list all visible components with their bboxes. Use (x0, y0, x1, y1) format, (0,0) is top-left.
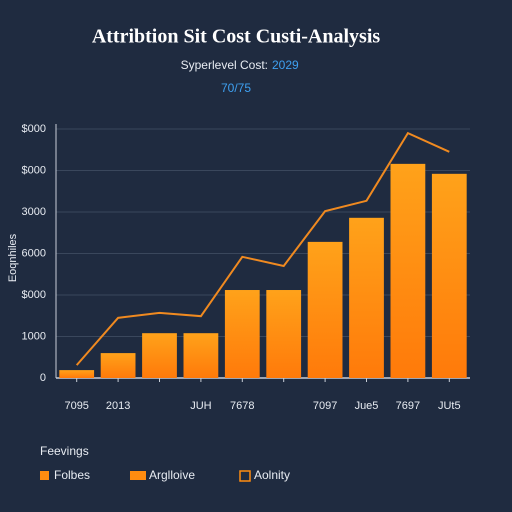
legend-title: Feevings (40, 444, 89, 458)
subtitle-highlight: 2029 (272, 58, 299, 72)
y-tick-label: $000 (22, 289, 46, 301)
bar (183, 333, 219, 378)
bar (307, 241, 343, 378)
bar (224, 290, 260, 378)
legend-swatch (40, 471, 49, 480)
y-tick-label: $000 (22, 123, 46, 135)
bar (142, 333, 177, 378)
bar (266, 290, 302, 378)
x-tick-label: 7678 (230, 400, 254, 412)
y-tick-label: 3000 (22, 206, 46, 218)
bar (390, 163, 426, 378)
y-tick-label: $000 (22, 164, 46, 176)
x-tick-label: 7097 (313, 400, 337, 412)
line (75, 131, 450, 366)
legend-swatch (130, 471, 146, 480)
x-tick-label: 7095 (64, 400, 88, 412)
subtitle: Syperlevel Cost: (181, 58, 268, 72)
x-tick-label: 2013 (106, 400, 130, 412)
legend-swatch (239, 470, 251, 482)
y-tick-label: 6000 (22, 247, 46, 259)
y-tick-label: 0 (40, 372, 46, 384)
bar (431, 173, 467, 378)
bar (349, 217, 384, 378)
x-tick-label: JUH (190, 400, 211, 412)
y-tick-label: 1000 (22, 330, 46, 342)
legend-label: Aolnity (254, 468, 290, 482)
legend-label: Folbes (54, 468, 90, 482)
x-tick-label: 7697 (396, 400, 420, 412)
bar (100, 353, 136, 378)
x-tick-label: JUt5 (438, 400, 461, 412)
note: 70/75 (221, 81, 251, 95)
chart-title: Attribtion Sit Cost Custi-Analysis (92, 26, 381, 48)
legend-label: Arglloive (149, 468, 195, 482)
x-tick-label: Jue5 (355, 400, 379, 412)
y-axis-label: Eoqnhiles (7, 233, 19, 282)
bar (59, 370, 95, 378)
